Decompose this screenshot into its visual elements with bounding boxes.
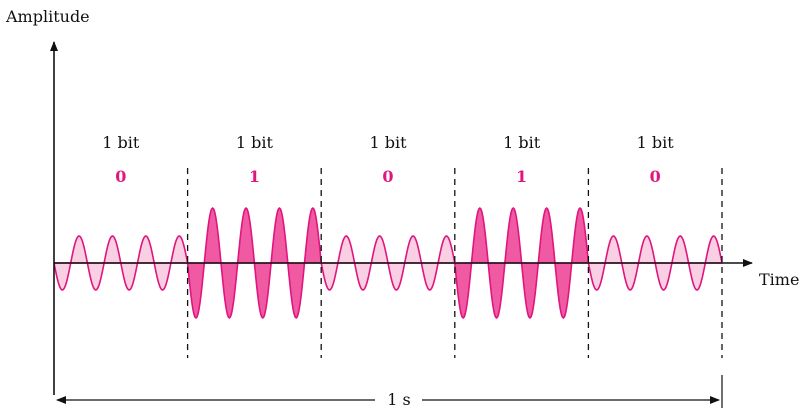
wave-lobe-positive	[604, 235, 623, 264]
wave-lobe-negative	[587, 262, 606, 291]
wave-lobe-positive	[270, 207, 289, 264]
wave-lobe-negative	[654, 262, 673, 291]
wave-lobe-positive	[671, 235, 690, 264]
bit-value-label: 1	[516, 167, 527, 186]
bit-duration-label: 1 bit	[369, 133, 407, 152]
bit-dividers	[186, 168, 723, 358]
wave-lobe-positive	[403, 235, 423, 264]
bit-value-label: 0	[115, 167, 126, 186]
wave-lobe-negative	[153, 262, 172, 291]
wave-lobe-positive	[637, 235, 656, 264]
carrier-waves	[53, 207, 723, 319]
wave-lobe-negative	[687, 262, 707, 291]
bit-duration-label: 1 bit	[236, 133, 274, 152]
wave-lobe-positive	[236, 207, 256, 264]
wave-lobe-positive	[537, 207, 556, 264]
amplitude-axis-label: Amplitude	[5, 7, 90, 26]
wave-lobe-negative	[120, 262, 139, 291]
wave-lobe-negative	[454, 262, 473, 319]
bit-value-label: 0	[650, 167, 661, 186]
wave-lobe-positive	[470, 207, 489, 264]
wave-lobe-positive	[170, 235, 189, 264]
wave-lobe-negative	[287, 262, 306, 319]
wave-lobe-positive	[136, 235, 155, 264]
wave-lobe-negative	[554, 262, 573, 319]
wave-lobe-negative	[53, 262, 72, 291]
bit-duration-label: 1 bit	[503, 133, 541, 152]
wave-lobe-positive	[504, 207, 523, 264]
wave-lobe-negative	[86, 262, 105, 291]
time-axis-label: Time	[759, 270, 799, 289]
wave-lobe-negative	[220, 262, 239, 319]
wave-lobe-positive	[437, 235, 456, 264]
wave-lobe-positive	[303, 207, 322, 264]
bit-labels: 1 bit 0 1 bit 1 1 bit 0 1 bit 1 1 bit 0	[102, 133, 674, 186]
wave-lobe-negative	[487, 262, 506, 319]
wave-lobe-positive	[704, 235, 723, 264]
wave-lobe-negative	[320, 262, 339, 291]
wave-lobe-negative	[387, 262, 406, 291]
wave-lobe-positive	[69, 235, 89, 264]
wave-lobe-positive	[370, 235, 389, 264]
wave-lobe-positive	[337, 235, 356, 264]
bit-value-label: 1	[249, 167, 260, 186]
wave-lobe-negative	[520, 262, 540, 319]
wave-lobe-positive	[570, 207, 590, 264]
wave-lobe-negative	[621, 262, 640, 291]
bit-value-label: 0	[382, 167, 393, 186]
duration-label: 1 s	[387, 390, 410, 409]
wave-lobe-positive	[103, 235, 122, 264]
bit-duration-label: 1 bit	[637, 133, 675, 152]
wave-lobe-positive	[203, 207, 222, 264]
wave-lobe-negative	[353, 262, 373, 291]
wave-lobe-negative	[420, 262, 439, 291]
wave-lobe-negative	[186, 262, 206, 319]
wave-lobe-negative	[253, 262, 272, 319]
bit-duration-label: 1 bit	[102, 133, 140, 152]
